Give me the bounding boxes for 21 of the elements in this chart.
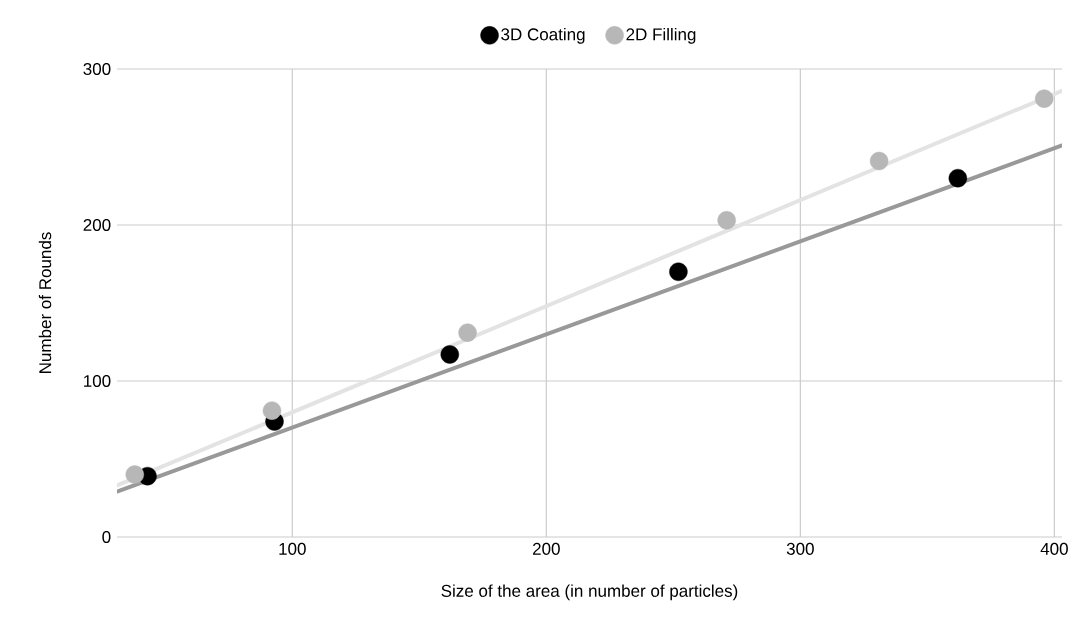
point xyxy=(1035,89,1054,108)
point xyxy=(440,345,459,364)
legend-label: 3D Coating xyxy=(501,27,585,44)
point xyxy=(262,401,282,420)
x-tick-label: 100 xyxy=(279,542,306,555)
y-tick-label: 0 xyxy=(102,530,111,544)
point xyxy=(669,262,688,281)
x-tick-label: 200 xyxy=(533,542,560,555)
x-tick-label: 300 xyxy=(786,542,814,555)
y-tick-label: 300 xyxy=(83,62,111,76)
point xyxy=(125,465,144,484)
point xyxy=(948,168,968,188)
legend-label: 2D Filling xyxy=(626,27,696,44)
point xyxy=(458,323,477,342)
y-tick-label: 200 xyxy=(83,218,111,232)
y-tick-label: 100 xyxy=(84,374,111,388)
x-tick-label: 400 xyxy=(1040,542,1068,555)
x-axis-title: Size of the area (in number of particles) xyxy=(441,584,738,601)
point xyxy=(717,211,736,230)
y-axis-title: Number of Rounds xyxy=(38,232,52,373)
point xyxy=(869,151,889,171)
